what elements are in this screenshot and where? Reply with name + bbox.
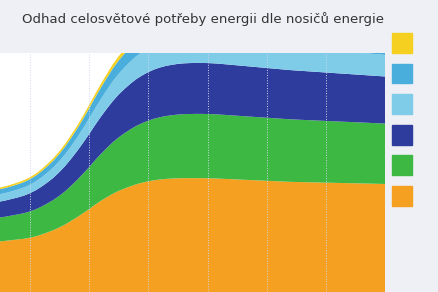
Text: Odhad celosvětové potřeby energii dle nosičů energie: Odhad celosvětové potřeby energii dle no… [22,12,384,26]
